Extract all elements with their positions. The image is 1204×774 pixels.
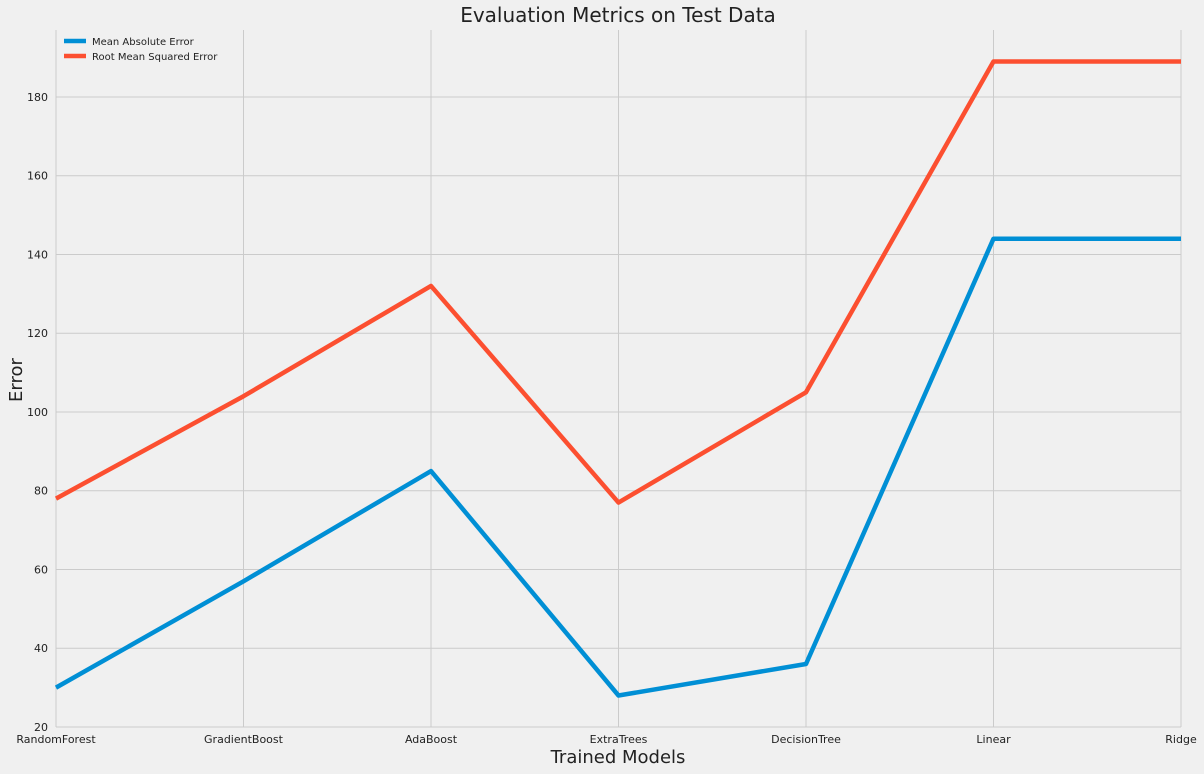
x-tick-label: RandomForest <box>16 733 96 746</box>
x-tick-label: GradientBoost <box>204 733 284 746</box>
y-tick-label: 100 <box>27 406 48 419</box>
y-axis-label: Error <box>6 357 27 401</box>
x-tick-label: ExtraTrees <box>590 733 648 746</box>
y-tick-label: 140 <box>27 248 48 261</box>
x-gridlines <box>55 30 1182 727</box>
y-tick-label: 40 <box>34 642 48 655</box>
legend: Mean Absolute Error Root Mean Squared Err… <box>64 37 218 63</box>
y-tick-label: 160 <box>27 170 48 183</box>
y-tick-label: 20 <box>34 721 48 734</box>
chart-title: Evaluation Metrics on Test Data <box>460 3 776 27</box>
y-tick-label: 80 <box>34 485 48 498</box>
legend-label: Root Mean Squared Error <box>92 52 218 63</box>
series-layer <box>54 59 1182 698</box>
y-tick-label: 180 <box>27 91 48 104</box>
x-axis-label: Trained Models <box>550 747 686 768</box>
y-tick-label: 120 <box>27 327 48 340</box>
x-tick-labels: RandomForest GradientBoost AdaBoost ExtraTr… <box>16 733 1197 746</box>
x-tick-label: Ridge <box>1165 733 1197 746</box>
x-tick-label: DecisionTree <box>771 733 841 746</box>
x-tick-label: AdaBoost <box>405 733 458 746</box>
legend-label: Mean Absolute Error <box>92 37 195 48</box>
y-tick-labels: 20 40 60 80 100 120 140 160 180 <box>27 91 48 734</box>
x-tick-label: Linear <box>976 733 1011 746</box>
y-tick-label: 60 <box>34 563 48 576</box>
